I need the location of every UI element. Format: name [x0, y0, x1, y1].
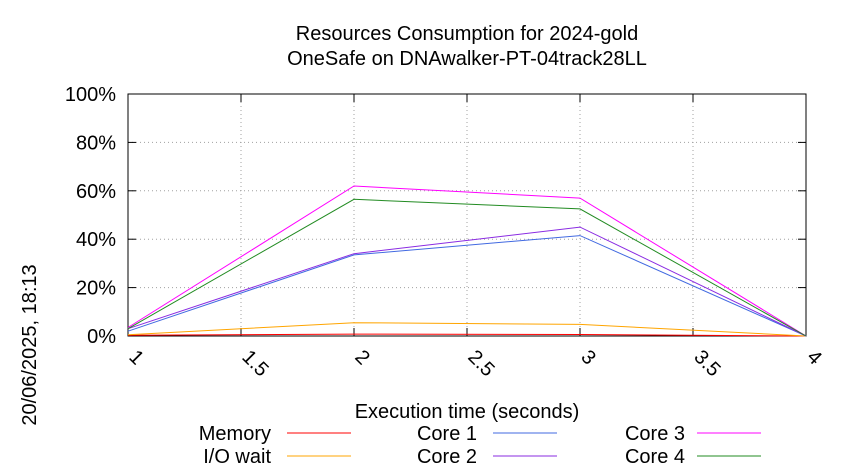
y-tick-label: 20% — [76, 278, 116, 300]
series-line-core-4 — [127, 198, 807, 337]
legend-label: Core 1 — [417, 423, 477, 445]
y-tick-label: 80% — [76, 132, 116, 154]
chart-subtitle: OneSafe on DNAwalker-PT-04track28LL — [287, 48, 647, 70]
timestamp-label: 20/06/2025, 18:13 — [19, 264, 41, 425]
axes: 0% 20% 40% 60% 80% 100% 1 1.5 2 2.5 3 3.5 4 — [65, 84, 826, 381]
legend-label: Memory — [199, 423, 271, 445]
x-tick-label: 3.5 — [689, 346, 724, 381]
plot-frame — [127, 93, 807, 337]
series-line-core-2 — [127, 226, 807, 337]
y-tick-label: 0% — [87, 326, 116, 348]
legend-label: Core 3 — [625, 423, 685, 445]
x-tick-label: 3 — [576, 346, 599, 369]
x-tick-label: 2.5 — [463, 346, 498, 381]
legend-label: I/O wait — [203, 446, 271, 468]
series-line-memory — [127, 333, 807, 337]
y-tick-label: 40% — [76, 229, 116, 251]
series-line-core-3 — [127, 185, 807, 337]
x-tick-label: 1 — [124, 346, 147, 369]
legend-label: Core 2 — [417, 446, 477, 468]
grid — [128, 93, 806, 336]
series-lines — [127, 185, 807, 337]
x-tick-label: 2 — [350, 346, 373, 369]
x-tick-label: 4 — [802, 346, 825, 369]
legend-label: Core 4 — [625, 446, 685, 468]
x-tick-label: 1.5 — [237, 346, 272, 381]
series-line-i-o-wait — [127, 322, 807, 337]
series-line-core-1 — [127, 235, 807, 337]
x-axis-label: Execution time (seconds) — [355, 401, 580, 423]
y-tick-label: 100% — [65, 84, 116, 106]
chart-title: Resources Consumption for 2024-gold — [296, 23, 638, 45]
y-tick-label: 60% — [76, 181, 116, 203]
